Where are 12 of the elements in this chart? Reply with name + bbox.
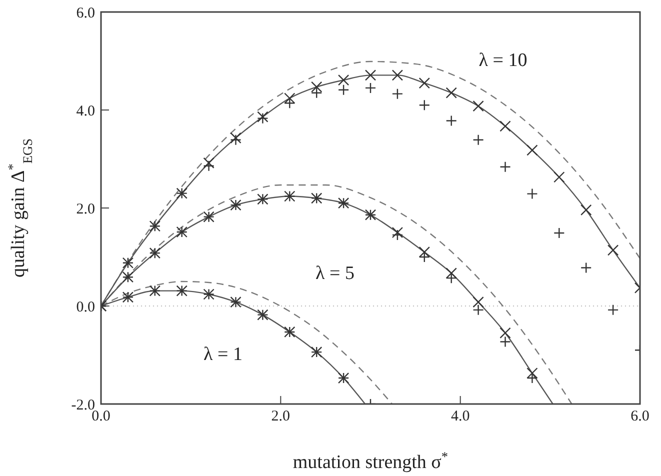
y-tick-label: 2.0 [76,201,95,218]
x-tick-label: 4.0 [450,408,470,425]
annotation: λ = 1 [204,344,242,366]
annotation: λ = 5 [316,263,354,284]
x-axis-title: mutation strength σ$^{*}$ [292,448,448,473]
x-tick-label: 0.0 [92,408,110,425]
annotation: λ = 10 [478,50,528,72]
y-tick-label: 6.0 [76,5,95,22]
y-tick-label: 4.0 [76,103,95,120]
x-tick-label: 6.0 [630,408,650,425]
y-tick-label: 0.0 [76,299,95,316]
x-tick-label: 2.0 [271,408,290,425]
